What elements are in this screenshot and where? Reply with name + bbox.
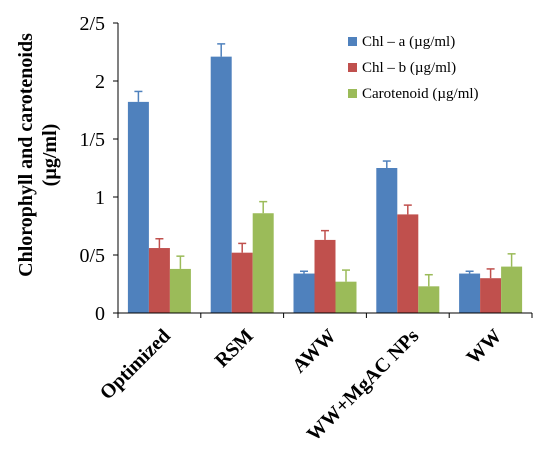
bars-group [127,56,523,313]
x-category-label: Optimized [96,325,175,404]
legend-swatch [348,89,357,98]
bar-1-aww [293,273,315,313]
x-category-label: AWW [288,325,340,377]
y-tick-label: 2 [95,71,105,93]
legend-label: Chl – b (µg/ml) [362,60,456,76]
y-tick-label: 2/5 [79,13,105,35]
bar-3-ww [501,266,523,313]
bar-3-optimized [169,268,191,313]
bar-2-rsm [231,252,253,313]
axes-group [117,23,532,314]
bar-1-rsm [210,56,232,313]
y-axis-label: Chlorophyll and carotenoids [15,33,37,277]
bar-1-ww [459,273,481,313]
y-ticks-group: 0 0/5 1 1/5 2 2/5 [79,13,118,325]
y-tick-label: 0/5 [79,245,105,267]
y-axis-title: Chlorophyll and carotenoids (µg/ml) [15,33,61,277]
bar-2-ww-mgac-nps [397,214,419,313]
y-axis-unit-label: (µg/ml) [39,124,61,187]
error-bars-group [134,43,516,287]
y-tick-label: 0 [95,303,105,325]
bar-3-aww [335,281,357,313]
bar-1-optimized [127,101,149,313]
bar-2-ww [480,278,502,313]
x-category-label: WW [462,325,506,369]
legend-swatch [348,37,357,46]
legend-label: Chl – a (µg/ml) [362,34,455,50]
x-category-label: RSM [211,325,258,372]
bar-3-ww-mgac-nps [418,286,440,313]
legend-swatch [348,63,357,72]
legend-label: Carotenoid (µg/ml) [362,86,479,102]
y-tick-label: 1/5 [79,129,105,151]
legend: Chl – a (µg/ml) Chl – b (µg/ml) Carotenoid… [348,34,479,102]
bar-2-aww [314,239,336,313]
bar-1-ww-mgac-nps [376,168,398,313]
bar-2-optimized [148,248,170,313]
y-tick-label: 1 [95,187,105,209]
bar-3-rsm [252,213,274,313]
